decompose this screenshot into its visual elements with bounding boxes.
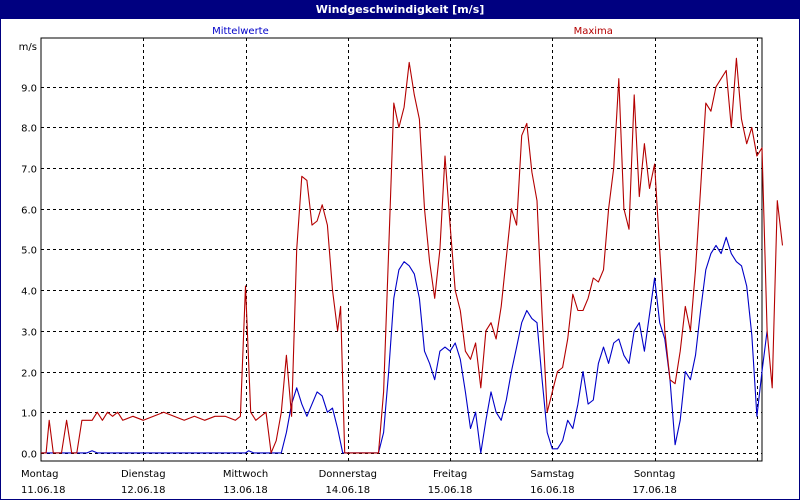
y-tick-label: 7.0 — [21, 165, 37, 176]
series-line-mittelwerte — [41, 236, 768, 454]
y-tick-label: 4.0 — [21, 287, 37, 298]
legend-label-mittelwerte: Mittelwerte — [212, 26, 269, 37]
x-day-label: Sonntag — [634, 469, 676, 480]
y-tick-label: 1.0 — [21, 409, 37, 420]
chart-title: Windgeschwindigkeit [m/s] — [1, 1, 799, 19]
series-line-maxima — [41, 57, 784, 454]
y-unit-label: m/s — [19, 42, 37, 53]
x-day-label: Samstag — [530, 469, 574, 480]
y-tick-label: 3.0 — [21, 328, 37, 339]
y-tick-label: 8.0 — [21, 124, 37, 135]
y-tick-label: 6.0 — [21, 206, 37, 217]
y-tick-label: 9.0 — [21, 84, 37, 95]
y-tick-label: 2.0 — [21, 369, 37, 380]
x-day-label: Mittwoch — [223, 469, 268, 480]
x-date-label: 12.06.18 — [121, 485, 166, 496]
y-tick-label: 5.0 — [21, 246, 37, 257]
x-day-label: Montag — [21, 469, 58, 480]
y-tick-label: 0.0 — [21, 450, 37, 461]
x-day-label: Donnerstag — [319, 469, 377, 480]
x-date-label: 15.06.18 — [428, 485, 473, 496]
legend-label-maxima: Maxima — [574, 26, 613, 37]
x-date-label: 13.06.18 — [223, 485, 268, 496]
x-date-label: 17.06.18 — [632, 485, 677, 496]
x-date-label: 11.06.18 — [21, 485, 66, 496]
x-day-label: Freitag — [433, 469, 467, 480]
x-day-label: Dienstag — [121, 469, 166, 480]
x-date-label: 14.06.18 — [326, 485, 371, 496]
x-date-label: 16.06.18 — [530, 485, 575, 496]
